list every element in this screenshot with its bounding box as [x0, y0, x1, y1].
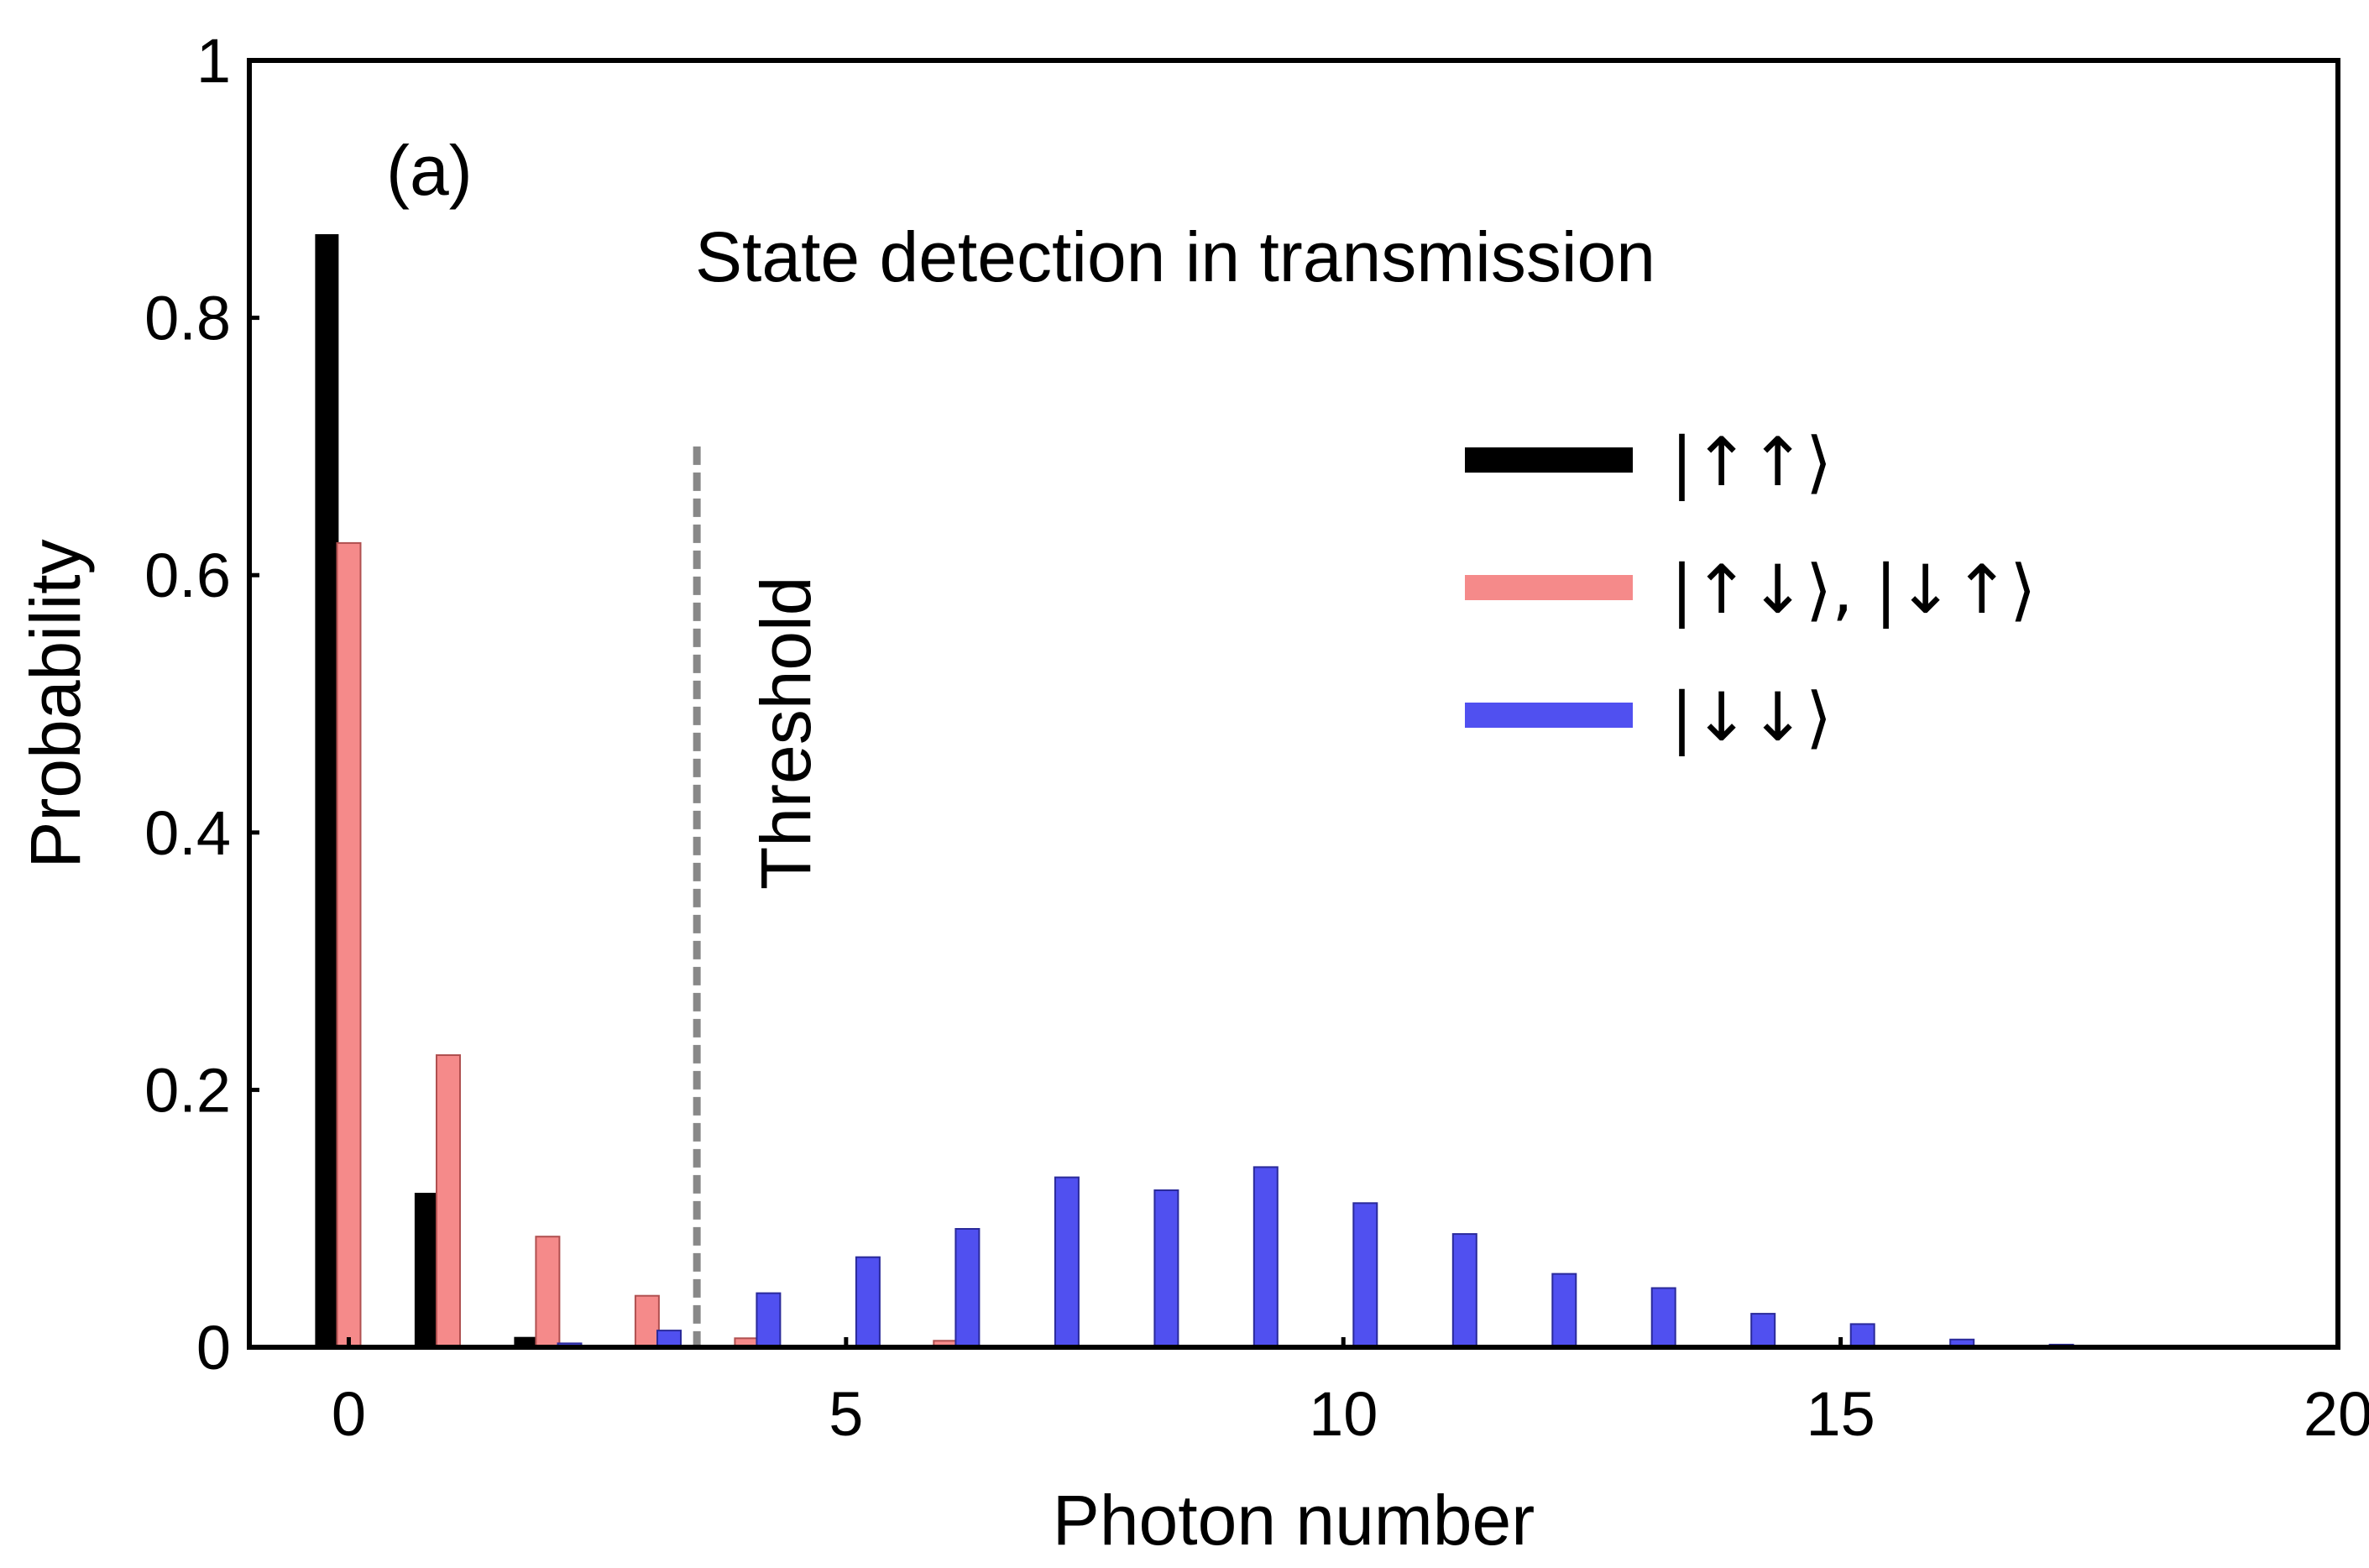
- legend-label-3: |↓↓⟩: [1671, 678, 1832, 757]
- bar-series-2-x0: [336, 541, 362, 1348]
- x-tick-label-20: 20: [2304, 1379, 2369, 1449]
- bar-series-3-x14: [1750, 1313, 1776, 1348]
- bar-series-3-x13: [1650, 1287, 1676, 1348]
- bar-series-3-x7: [1054, 1176, 1080, 1348]
- legend: |↑↑⟩ |↑↓⟩, |↓↑⟩ |↓↓⟩: [1465, 423, 2036, 757]
- y-tick-label-0: 0: [196, 1313, 231, 1382]
- bar-series-2-x3: [634, 1294, 660, 1348]
- plot-frame: [247, 58, 2340, 1350]
- annotation-text: State detection in transmission: [695, 217, 1655, 296]
- ticks-layer: 0 5 10 15 20 0 0.2 0.4 0.6 0.8 1: [144, 26, 2369, 1449]
- bar-series-1-x2: [514, 1336, 538, 1347]
- y-tick-label-1: 1: [196, 26, 231, 96]
- panel-label: (a): [386, 131, 473, 210]
- y-tick-label-0.6: 0.6: [144, 541, 231, 610]
- bar-series-3-x11: [1451, 1233, 1477, 1348]
- bar-series-2-x1: [436, 1054, 461, 1348]
- series-3-bars: [557, 1166, 2074, 1349]
- series-2-bars: [336, 541, 1755, 1349]
- x-tick-label-15: 15: [1806, 1379, 1875, 1449]
- bar-series-3-x8: [1153, 1189, 1179, 1348]
- threshold-label: Threshold: [746, 576, 825, 890]
- legend-label-2: |↑↓⟩, |↓↑⟩: [1671, 551, 2036, 630]
- y-tick-label-0.2: 0.2: [144, 1055, 231, 1125]
- bar-series-2-x2: [535, 1236, 561, 1348]
- x-tick-label-10: 10: [1309, 1379, 1378, 1449]
- legend-label-1: |↑↑⟩: [1671, 423, 1832, 502]
- y-axis-label: Probability: [16, 539, 95, 868]
- series-1-bars: [315, 234, 538, 1347]
- y-tick-label-0.8: 0.8: [144, 284, 231, 353]
- y-tick-label-0.4: 0.4: [144, 798, 231, 868]
- x-tick-label-0: 0: [332, 1379, 366, 1449]
- bar-series-3-x6: [954, 1228, 981, 1348]
- bars-layer: [315, 234, 2074, 1349]
- bar-series-3-x9: [1252, 1166, 1279, 1349]
- bar-series-3-x5: [855, 1256, 881, 1348]
- x-tick-label-5: 5: [829, 1379, 863, 1449]
- x-axis-label: Photon number: [1053, 1481, 1535, 1560]
- bar-series-1-x1: [414, 1193, 438, 1347]
- bar-series-3-x15: [1849, 1323, 1875, 1349]
- bar-series-3-x4: [756, 1292, 782, 1348]
- bar-series-3-x12: [1551, 1273, 1577, 1348]
- bar-series-3-x10: [1352, 1202, 1378, 1349]
- labels-layer: (a) State detection in transmission Thre…: [16, 131, 1655, 1560]
- bar-series-1-x0: [315, 234, 339, 1347]
